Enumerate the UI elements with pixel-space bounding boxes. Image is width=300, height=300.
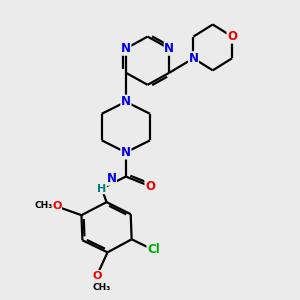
Text: Cl: Cl [147,243,160,256]
Text: O: O [227,30,237,43]
Text: N: N [164,42,174,55]
Text: O: O [92,271,102,281]
Text: O: O [145,180,155,193]
Text: N: N [121,146,131,159]
Text: N: N [188,52,198,65]
Text: CH₃: CH₃ [34,201,52,210]
Text: O: O [52,202,62,212]
Text: N: N [121,95,131,108]
Text: N: N [121,42,131,55]
Text: N: N [106,172,116,185]
Text: CH₃: CH₃ [93,283,111,292]
Text: H: H [97,184,106,194]
